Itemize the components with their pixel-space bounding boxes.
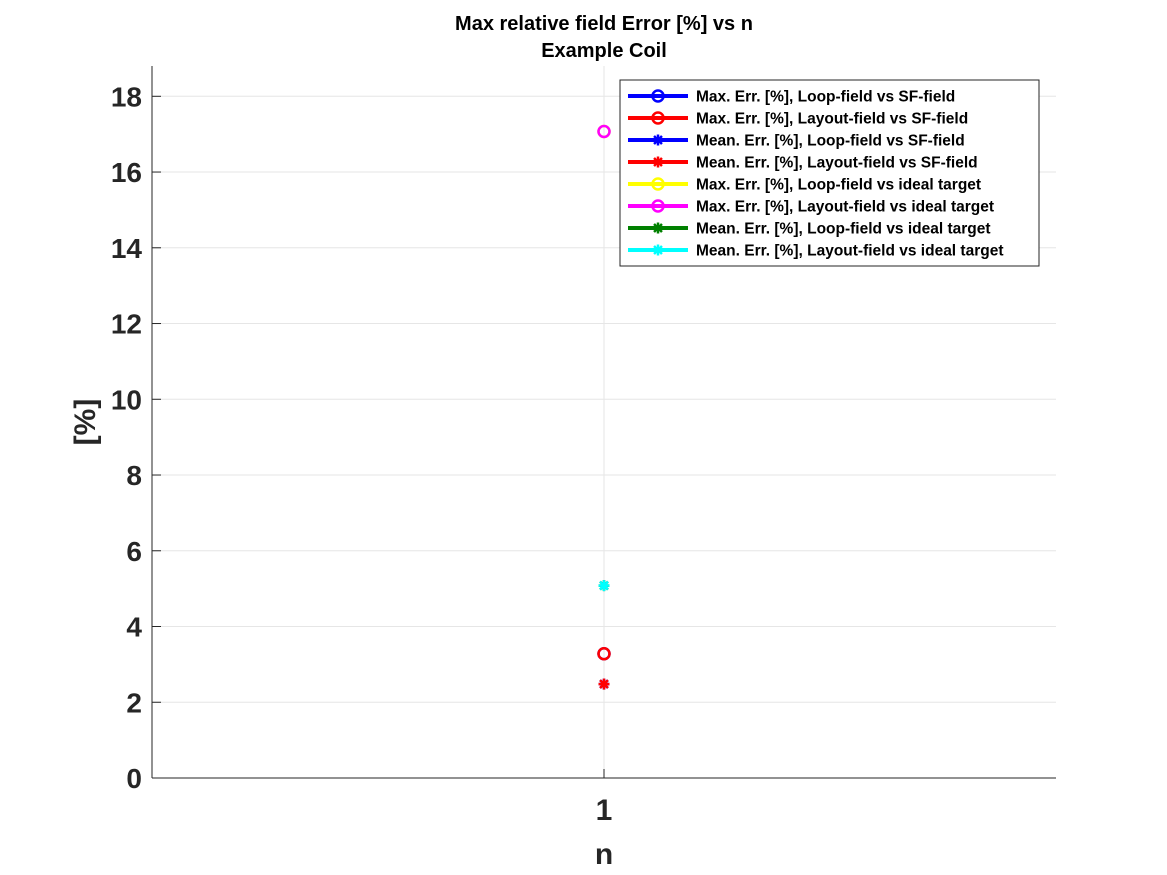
legend-marker [652, 244, 664, 256]
legend-entry-4: Mean. Err. [%], Layout-field vs SF-field [628, 155, 978, 172]
star-stroke [653, 135, 663, 145]
data-point-8 [598, 580, 610, 592]
legend-marker [651, 111, 665, 125]
x-axis-label: n [595, 838, 613, 871]
chart-title: Max relative field Error [%] vs n [455, 13, 753, 35]
legend-entry-7: Mean. Err. [%], Loop-field vs ideal targ… [628, 221, 991, 238]
y-tick-label: 4 [126, 612, 142, 643]
legend-label: Mean. Err. [%], Loop-field vs ideal targ… [696, 221, 991, 238]
y-tick-label: 18 [111, 81, 142, 112]
legend-label: Mean. Err. [%], Layout-field vs ideal ta… [696, 243, 1004, 260]
data-point-6 [597, 124, 611, 139]
y-tick-label: 16 [111, 157, 142, 188]
x-tick-label: 1 [596, 794, 613, 827]
legend-marker [651, 199, 665, 213]
y-tick-label: 12 [111, 309, 142, 340]
legend-label: Max. Err. [%], Loop-field vs SF-field [696, 89, 955, 106]
data-point-2 [597, 647, 611, 661]
legend-box [619, 79, 1040, 267]
axes-layer: 0 2 4 6 8 10 12 14 16 18 1 [111, 66, 1056, 827]
legend-entry-6: Max. Err. [%], Layout-field vs ideal tar… [628, 199, 994, 216]
star-stroke [653, 245, 663, 255]
y-tick-label: 8 [126, 460, 142, 491]
star-stroke [653, 223, 663, 233]
legend-label: Max. Err. [%], Layout-field vs ideal tar… [696, 199, 994, 216]
y-axis-label: [%] [69, 399, 102, 446]
legend-label: Mean. Err. [%], Layout-field vs SF-field [696, 155, 978, 172]
star-stroke [653, 157, 663, 167]
y-tick-label: 0 [126, 763, 142, 794]
legend-entry-2: Max. Err. [%], Layout-field vs SF-field [628, 111, 968, 128]
legend-marker [652, 222, 664, 234]
legend-label: Max. Err. [%], Layout-field vs SF-field [696, 111, 968, 128]
legend: Max. Err. [%], Loop-field vs SF-field Max… [619, 79, 1040, 267]
legend-marker [651, 177, 665, 191]
y-tick-label: 10 [111, 384, 142, 415]
legend-label: Max. Err. [%], Loop-field vs ideal targe… [696, 177, 981, 194]
legend-entry-1: Max. Err. [%], Loop-field vs SF-field [628, 89, 955, 106]
chart-subtitle: Example Coil [541, 40, 667, 62]
star-stroke [599, 580, 609, 591]
y-tick-label: 6 [126, 536, 142, 567]
points-layer [597, 124, 611, 690]
legend-label: Mean. Err. [%], Loop-field vs SF-field [696, 133, 965, 150]
legend-marker [651, 89, 665, 103]
legend-entry-3: Mean. Err. [%], Loop-field vs SF-field [628, 133, 965, 150]
legend-marker [652, 134, 664, 146]
y-tick-label: 14 [111, 233, 143, 264]
legend-entry-5: Max. Err. [%], Loop-field vs ideal targe… [628, 177, 981, 194]
data-point-4 [598, 678, 610, 690]
y-tick-label: 2 [126, 687, 142, 718]
legend-entry-8: Mean. Err. [%], Layout-field vs ideal ta… [628, 243, 1004, 260]
star-stroke [599, 679, 609, 689]
legend-marker [652, 156, 664, 168]
